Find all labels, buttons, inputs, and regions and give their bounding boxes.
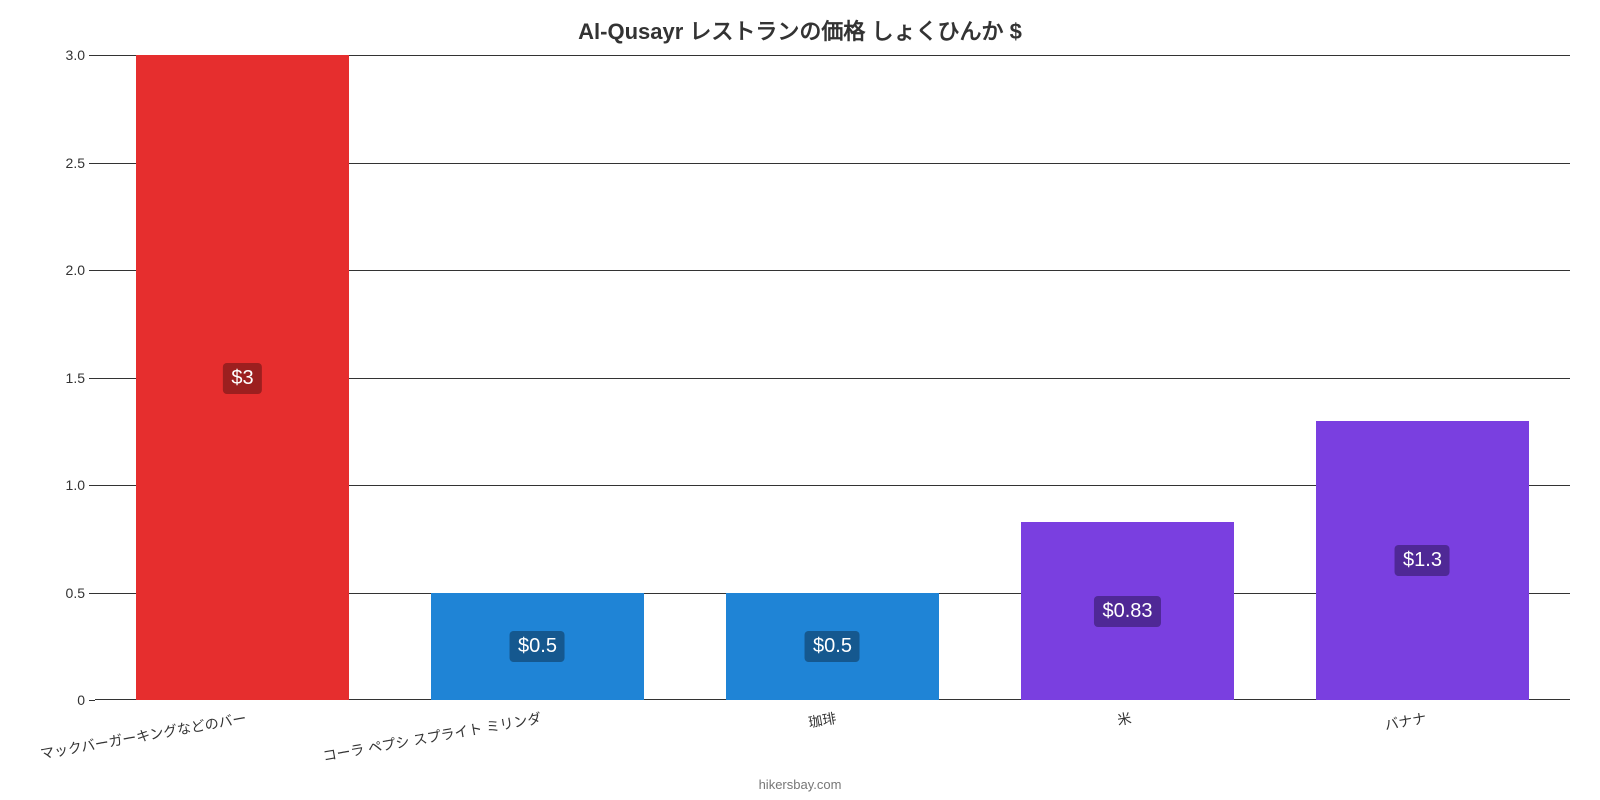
bar: $3	[136, 55, 348, 700]
ytick-mark	[89, 270, 95, 271]
bar-value-label: $1.3	[1395, 545, 1450, 576]
xtick-label: 米	[1114, 700, 1133, 730]
bar: $0.5	[431, 593, 643, 701]
ytick-mark	[89, 485, 95, 486]
bar-value-label: $0.83	[1094, 596, 1160, 627]
ytick-mark	[89, 163, 95, 164]
xtick-label: コーラ ペプシ スプライト ミリンダ	[319, 700, 542, 766]
bar-value-label: $0.5	[805, 631, 860, 662]
ytick-mark	[89, 378, 95, 379]
xtick-label: バナナ	[1381, 700, 1427, 735]
ytick-mark	[89, 700, 95, 701]
plot-area: 00.51.01.52.02.53.0$3マックバーガーキングなどのバー$0.5…	[95, 55, 1570, 700]
bar-value-label: $3	[223, 363, 261, 394]
bar: $0.83	[1021, 522, 1233, 700]
xtick-label: マックバーガーキングなどのバー	[37, 700, 248, 764]
bar-value-label: $0.5	[510, 631, 565, 662]
xtick-label: 珈琲	[805, 700, 837, 732]
bar-chart: Al-Qusayr レストランの価格 しょくひんか $ 00.51.01.52.…	[0, 0, 1600, 800]
ytick-mark	[89, 593, 95, 594]
bar: $1.3	[1316, 421, 1528, 701]
credit-text: hikersbay.com	[0, 777, 1600, 792]
chart-title: Al-Qusayr レストランの価格 しょくひんか $	[0, 14, 1600, 46]
bar: $0.5	[726, 593, 938, 701]
ytick-mark	[89, 55, 95, 56]
